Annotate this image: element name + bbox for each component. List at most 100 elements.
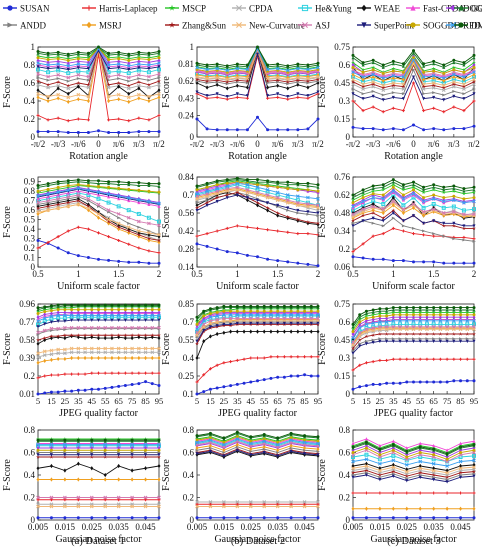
data-point — [371, 195, 376, 200]
data-point — [422, 92, 426, 96]
series-line — [352, 465, 475, 474]
data-point — [364, 446, 368, 450]
data-point — [242, 309, 246, 313]
data-point — [245, 71, 249, 77]
data-point — [401, 70, 405, 74]
data-point — [76, 59, 80, 64]
data-point — [459, 308, 463, 312]
series-rfd — [36, 442, 161, 447]
data-point — [242, 357, 246, 361]
data-point — [46, 85, 50, 90]
data-point — [245, 63, 249, 67]
data-point — [282, 317, 286, 322]
data-point — [316, 502, 320, 506]
data-point — [63, 438, 67, 442]
data-point — [56, 116, 60, 120]
data-point — [361, 92, 365, 96]
data-point — [126, 225, 131, 230]
data-point — [432, 232, 436, 236]
data-point — [36, 448, 40, 452]
data-point — [316, 214, 320, 218]
data-point — [144, 318, 148, 323]
data-point — [202, 316, 206, 321]
data-point — [103, 495, 108, 500]
data-point — [282, 329, 286, 334]
data-point — [364, 468, 369, 473]
data-point — [225, 196, 229, 200]
data-point — [235, 304, 239, 308]
data-point — [391, 61, 395, 66]
series-superpoint — [195, 52, 320, 99]
data-point — [401, 193, 405, 197]
data-point — [195, 448, 199, 452]
data-point — [66, 131, 70, 134]
data-point — [76, 254, 80, 258]
data-point — [107, 185, 111, 189]
data-point — [361, 196, 365, 200]
series-dmc — [195, 45, 320, 68]
data-point — [86, 204, 91, 209]
series-cpda — [195, 500, 320, 504]
data-point — [49, 442, 54, 447]
data-point — [157, 113, 161, 117]
data-point — [282, 312, 287, 317]
x-tick-label: π/6 — [113, 139, 125, 149]
data-point — [422, 200, 426, 205]
data-point — [42, 353, 47, 358]
data-point — [425, 313, 429, 317]
data-point — [242, 316, 246, 321]
data-point — [472, 318, 476, 323]
series-soggdd — [195, 435, 320, 444]
data-point — [56, 310, 60, 315]
data-point — [235, 382, 239, 386]
y-tick-label: 0.8 — [183, 425, 195, 435]
data-point — [205, 200, 210, 205]
data-point — [265, 205, 270, 210]
data-point — [49, 504, 54, 509]
x-tick-label: π/6 — [428, 139, 440, 149]
data-point — [451, 331, 456, 336]
series-zhang-sun — [195, 322, 320, 346]
data-point — [422, 187, 426, 192]
data-point — [262, 317, 266, 322]
data-point — [117, 310, 121, 315]
data-point — [445, 491, 449, 495]
data-point — [195, 319, 199, 324]
data-point — [147, 60, 151, 65]
data-point — [205, 67, 209, 72]
data-point — [289, 504, 293, 509]
series-susan — [36, 516, 161, 520]
data-point — [117, 477, 121, 482]
data-point — [208, 431, 212, 435]
data-point — [381, 193, 385, 197]
data-point — [144, 466, 148, 471]
series-line — [196, 191, 319, 224]
data-point — [391, 465, 396, 469]
series-weae — [36, 461, 161, 478]
series-zhang-sun — [351, 468, 476, 479]
data-point — [378, 324, 382, 329]
legend-entry: CPDA — [232, 3, 274, 13]
data-point — [265, 67, 270, 72]
series-new-curvature — [351, 464, 476, 475]
data-point — [63, 442, 67, 447]
data-point — [195, 500, 199, 504]
series-soggdd — [195, 180, 320, 193]
data-point — [127, 99, 131, 104]
y-tick-label: 0 — [346, 132, 351, 142]
data-point — [316, 309, 320, 313]
y-tick-label: 0.75 — [334, 42, 350, 52]
data-point — [255, 316, 260, 321]
data-point — [222, 448, 226, 453]
data-point — [262, 378, 266, 382]
data-point — [208, 334, 212, 339]
legend-label: MSRJ — [99, 20, 122, 30]
legend-entry: ANDD — [3, 20, 46, 30]
data-point — [265, 66, 270, 71]
y-tick-label: 0.9 — [24, 177, 36, 187]
data-point — [266, 201, 270, 205]
data-point — [431, 472, 436, 477]
data-point — [351, 205, 355, 210]
data-point — [306, 232, 310, 236]
data-point — [431, 197, 436, 201]
